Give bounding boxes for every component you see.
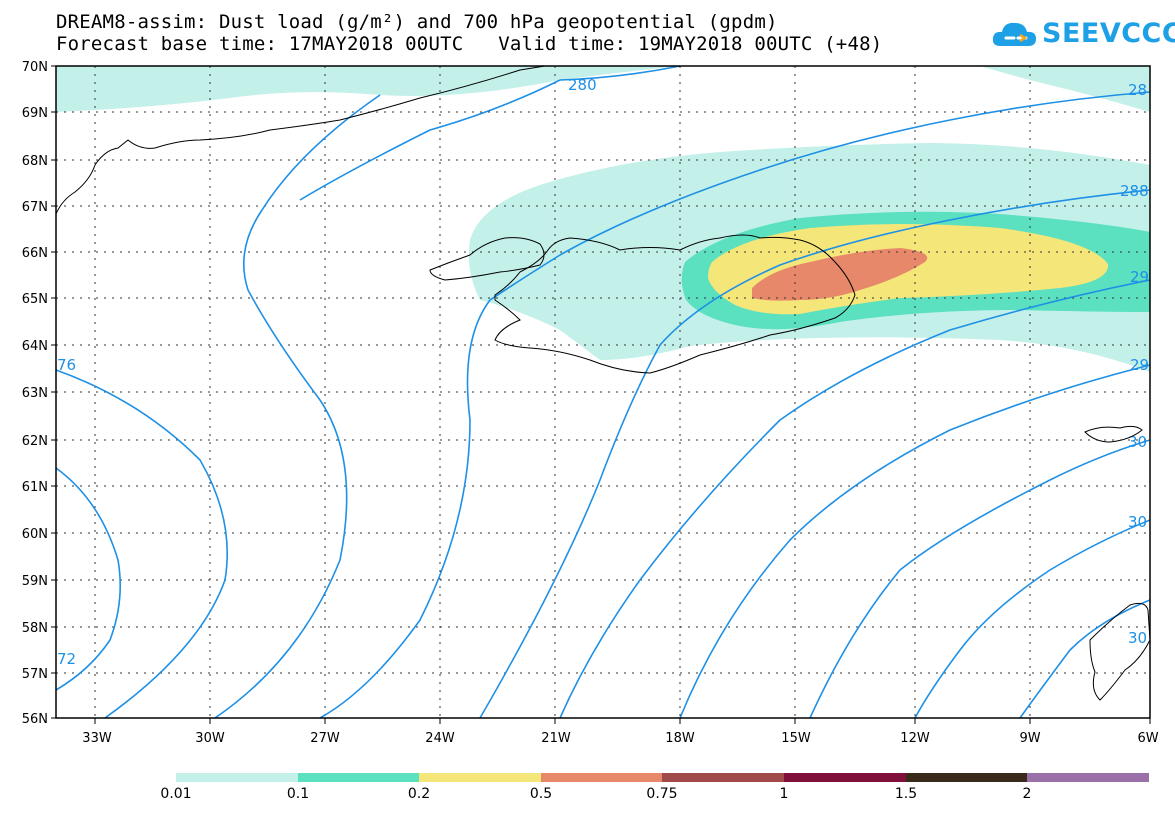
dust-band-0.01-northeast [980,66,1150,112]
lon-label: 9W [1019,731,1040,746]
dust-band-0.5 [752,248,928,301]
lat-label: 66N [22,246,48,261]
lat-label: 62N [22,434,48,449]
cloud-icon [992,22,1036,46]
lon-label: 30W [195,731,225,746]
dust-band-0.01-north [56,66,680,112]
logo-text: SEEVCCC [1042,18,1175,49]
seevccc-logo: SEEVCCC [990,14,1175,54]
contour-labels: 280 28 288 29 29 30 30 30 76 72 [57,76,1149,668]
contour-label: 30 [1128,513,1147,531]
legend-label: 1.5 [894,786,918,802]
faroe-coast [1084,425,1143,443]
longitude-labels: 33W 30W 27W 24W 21W 18W 15W 12W 9W 6W [82,731,1158,746]
contour-label: 28 [1128,81,1147,99]
legend-swatch [176,773,298,782]
coastlines [55,65,1151,701]
lat-label: 58N [22,621,48,636]
contour-label: 280 [568,76,597,94]
legend-swatch [662,773,784,782]
legend-label: 2 [1022,786,1032,802]
lat-label: 57N [22,667,48,682]
legend-swatch [541,773,662,782]
latitude-labels: 70N 69N 68N 67N 66N 65N 64N 63N 62N 61N … [22,60,48,727]
legend-label: 1 [779,786,789,802]
contour-label: 29 [1130,268,1149,286]
lat-label: 65N [22,292,48,307]
lat-label: 60N [22,527,48,542]
lat-label: 56N [22,712,48,727]
scotland-coast [1089,602,1151,701]
geopotential-contours [55,65,1151,719]
legend-swatch [906,773,1027,782]
greenland-coast [55,65,546,215]
contour-label: 30 [1128,629,1147,647]
lat-label: 61N [22,480,48,495]
chart-title-line1: DREAM8-assim: Dust load (g/m²) and 700 h… [56,11,778,33]
lat-label: 67N [22,200,48,215]
iceland-coast [494,234,856,374]
legend-label: 0.75 [646,786,678,802]
contour-label: 72 [57,650,76,668]
lat-label: 64N [22,339,48,354]
lat-label: 59N [22,574,48,589]
legend-label: 0.2 [407,786,431,802]
legend-swatch [784,773,906,782]
legend-swatch [419,773,541,782]
lon-label: 6W [1137,731,1158,746]
lon-label: 18W [665,731,695,746]
lon-label: 21W [541,731,571,746]
lat-label: 70N [22,60,48,75]
lat-label: 68N [22,154,48,169]
lon-label: 12W [900,731,930,746]
legend-swatch [298,773,419,782]
lat-label: 63N [22,386,48,401]
contour-label: 288 [1120,182,1149,200]
legend-label: 0.1 [286,786,310,802]
lon-label: 24W [425,731,455,746]
legend-label: 0.01 [160,786,192,802]
legend-label: 0.5 [529,786,553,802]
chart-title-line2: Forecast base time: 17MAY2018 00UTC Vali… [56,33,883,55]
lon-label: 27W [310,731,340,746]
contour-label: 30 [1128,433,1147,451]
contour-label: 76 [57,356,76,374]
legend-swatch [1027,773,1149,782]
lon-label: 15W [781,731,811,746]
lon-label: 33W [82,731,112,746]
iceland-west-fjords [429,237,545,281]
contour-label: 29 [1130,356,1149,374]
axis-ticks [51,65,1151,724]
lat-label: 69N [22,106,48,121]
dust-shading [56,66,1150,372]
